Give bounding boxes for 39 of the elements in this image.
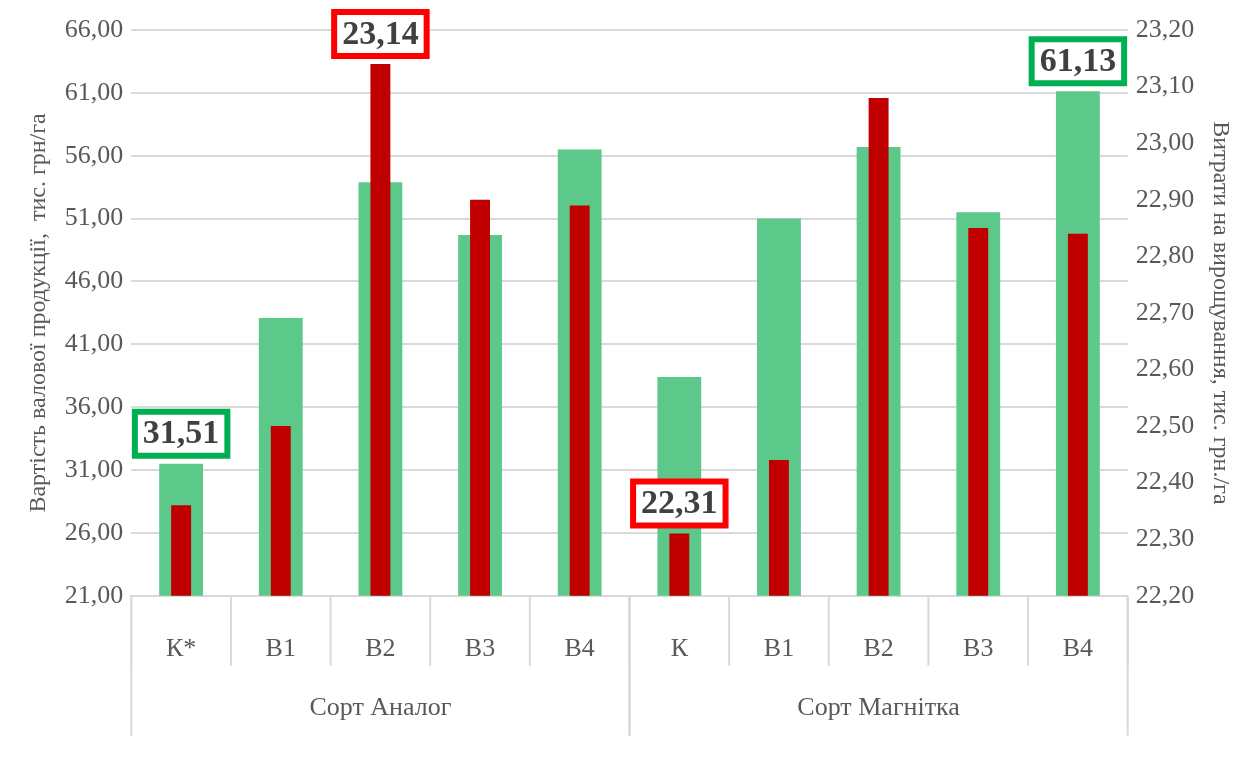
y-tick-label: 46,00 (64, 265, 124, 295)
y2-tick-label: 22,80 (1135, 240, 1195, 270)
text: Сорт Магнітка (797, 691, 961, 721)
y-tick-label: 66,00 (64, 13, 124, 43)
x-tick-label: В3 (464, 633, 496, 663)
y2-tick-label: 23,00 (1135, 126, 1195, 156)
y-axis-title: Вартість валової продукції, тис. грн/га (23, 112, 50, 513)
y-tick-label: 36,00 (64, 391, 124, 421)
x-tick-label: В4 (1062, 633, 1094, 663)
data-label: 22,31 (641, 483, 718, 521)
x-tick-label: В1 (763, 633, 795, 663)
y-tick-label: 41,00 (64, 328, 124, 358)
y-tick-label: 56,00 (64, 139, 124, 169)
x-tick-label: В3 (963, 633, 994, 663)
y-tick-label: 61,00 (64, 76, 124, 106)
x-tick-label: В2 (365, 633, 396, 663)
x-tick-label: В4 (564, 633, 595, 663)
y2-tick-label: 23,20 (1135, 13, 1195, 43)
x-tick-label: К* (165, 633, 197, 663)
x-tick-label: К (670, 633, 689, 663)
y2-tick-label: 22,70 (1135, 296, 1195, 326)
y-tick-label: 26,00 (64, 516, 124, 546)
y2-tick-label: 22,30 (1135, 523, 1195, 553)
y2-tick-label: 22,60 (1135, 353, 1195, 383)
y-tick-label: 21,00 (64, 579, 124, 609)
text: Сорт Аналог (309, 691, 452, 721)
y-tick-label: 31,00 (64, 453, 124, 483)
y-tick-label: 51,00 (64, 202, 124, 232)
y2-tick-label: 22,50 (1135, 409, 1195, 439)
y2-tick-label: 22,20 (1135, 579, 1195, 609)
data-label: 61,13 (1039, 41, 1117, 79)
x-tick-label: В2 (863, 633, 894, 663)
data-label: 23,14 (342, 13, 419, 51)
y2-tick-label: 22,90 (1135, 183, 1195, 213)
x-tick-label: В1 (265, 633, 296, 663)
data-label: 31,51 (142, 413, 220, 451)
y2-axis-title: Витрати на вирощування, тис. грн./га (1209, 121, 1236, 505)
y2-tick-label: 22,40 (1135, 466, 1195, 496)
y2-tick-label: 23,10 (1135, 70, 1195, 100)
